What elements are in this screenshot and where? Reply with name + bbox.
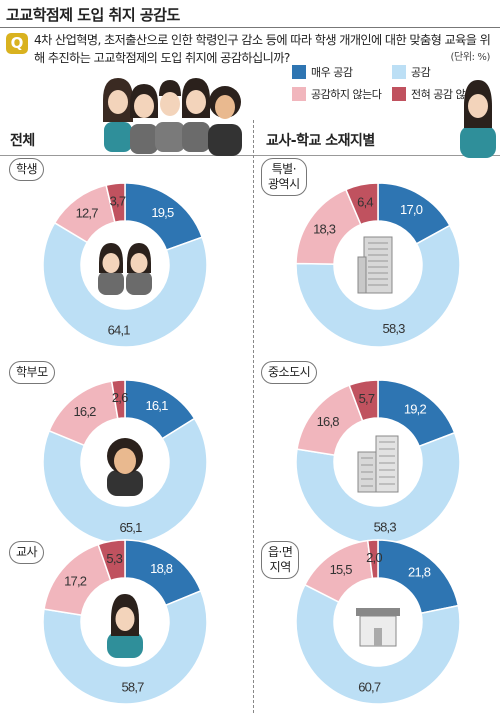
legend-item-agree: 공감 <box>392 64 431 80</box>
header-illustrations <box>103 78 496 158</box>
chart-label-students: 학생 <box>9 158 45 181</box>
value-label-disagree: 16,2 <box>73 404 96 419</box>
slice-agree <box>295 431 461 545</box>
value-label-very: 21,8 <box>408 565 431 580</box>
slice-agree <box>295 224 461 348</box>
legend-item-very: 매우 공감 <box>292 64 353 80</box>
slice-strong-disagree <box>110 379 126 420</box>
slice-strong-disagree <box>105 182 126 224</box>
value-label-strong-disagree: 5,3 <box>106 551 122 566</box>
value-label-strong-disagree: 3,7 <box>110 193 126 208</box>
legend-swatch <box>392 65 406 79</box>
legend-swatch <box>392 87 406 101</box>
skyscraper-icon <box>357 236 393 294</box>
value-label-agree: 58,3 <box>374 520 397 535</box>
students-icon <box>98 243 152 295</box>
slice-agree <box>42 417 208 545</box>
page-title: 고교학점제 도입 취지 공감도 <box>6 6 180 24</box>
slice-agree <box>295 583 461 705</box>
value-label-disagree: 18,3 <box>313 222 336 237</box>
value-label-very: 16,1 <box>145 398 168 413</box>
value-label-strong-disagree: 5,7 <box>359 391 375 406</box>
value-label-very: 19,2 <box>404 401 427 416</box>
value-label-very: 17,0 <box>400 202 423 217</box>
chart-label-small-city: 중소도시 <box>261 361 318 384</box>
legend-label: 매우 공감 <box>311 66 353 79</box>
legend-label: 공감 <box>411 66 431 79</box>
value-label-strong-disagree: 2,0 <box>366 550 382 565</box>
chart-label-metro: 특별· 광역시 <box>261 158 307 196</box>
city-buildings-icon <box>357 435 399 493</box>
value-label-agree: 64,1 <box>108 323 131 338</box>
value-label-very: 18,8 <box>150 561 173 576</box>
legend-label: 공감하지 않는다 <box>311 88 382 101</box>
chart-label-teachers: 교사 <box>9 541 45 564</box>
slice-agree <box>42 589 208 705</box>
slice-strong-disagree <box>344 182 379 226</box>
donut-4: 19,2 58,3 16,8 5,7 <box>295 379 461 545</box>
value-label-agree: 65,1 <box>119 520 142 535</box>
section-divider <box>0 155 500 156</box>
column-divider <box>253 120 254 713</box>
value-label-strong-disagree: 2,6 <box>112 390 128 405</box>
donut-2: 18,8 58,7 17,2 5,3 <box>42 539 208 705</box>
legend-swatch <box>292 87 306 101</box>
donut-5: 21,8 60,7 15,5 2,0 <box>295 539 461 705</box>
donut-0: 19,5 64,1 12,7 3,7 <box>42 182 208 348</box>
donut-center <box>82 222 168 308</box>
value-label-disagree: 17,2 <box>64 573 87 588</box>
slice-strong-disagree <box>366 539 379 580</box>
section-title-overall: 전체 <box>10 133 35 149</box>
donut-3: 17,0 58,3 18,3 6,4 <box>295 182 461 348</box>
value-label-strong-disagree: 6,4 <box>357 194 373 209</box>
teacher-icon <box>107 594 143 658</box>
title-divider <box>0 27 500 28</box>
value-label-agree: 58,3 <box>383 321 406 336</box>
chart-label-rural: 읍·면 지역 <box>261 541 300 579</box>
parent-icon <box>107 438 143 496</box>
question-badge: Q <box>6 33 28 54</box>
slice-strong-disagree <box>97 539 126 582</box>
value-label-disagree: 15,5 <box>330 562 353 577</box>
value-label-agree: 60,7 <box>358 679 381 694</box>
question-text: 4차 산업혁명, 초저출산으로 인한 학령인구 감소 등에 따라 학생 개개인에… <box>34 33 491 65</box>
house-icon <box>356 608 400 647</box>
donut-1: 16,1 65,1 16,2 2,6 <box>42 379 208 545</box>
slice-strong-disagree <box>348 379 379 422</box>
legend-swatch <box>292 65 306 79</box>
value-label-disagree: 12,7 <box>76 206 99 221</box>
value-label-agree: 58,7 <box>121 680 144 695</box>
value-label-very: 19,5 <box>151 205 174 220</box>
value-label-disagree: 16,8 <box>317 414 340 429</box>
chart-label-parents: 학부모 <box>9 361 55 384</box>
unit-label: (단위: %) <box>450 52 491 63</box>
section-title-teacher-region: 교사-학교 소재지별 <box>266 133 375 149</box>
slice-agree <box>42 221 208 348</box>
group-people-icon <box>103 78 242 156</box>
legend-item-disagree: 공감하지 않는다 <box>292 86 382 102</box>
teacher-header-icon <box>460 80 496 158</box>
